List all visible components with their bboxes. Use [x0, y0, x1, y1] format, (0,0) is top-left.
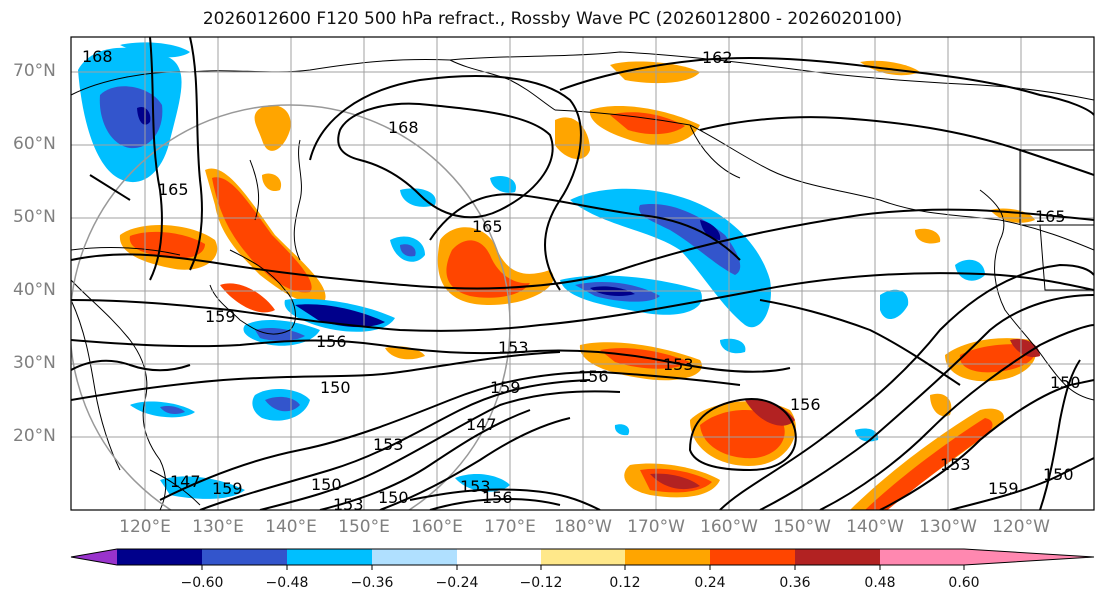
contour-label: 165 [472, 217, 503, 236]
colorbar-outline [70, 548, 1095, 566]
colorbar-swatch [625, 549, 710, 565]
colorbar-label: 0.12 [609, 575, 641, 591]
lat-label: 40°N [13, 280, 56, 300]
colorbar-swatch [287, 549, 372, 565]
lon-label: 130°W [919, 517, 977, 537]
colorbar-swatch [457, 549, 541, 565]
contour-label: 165 [158, 180, 189, 199]
contour-label: 153 [663, 355, 694, 374]
lon-label: 160°W [700, 517, 758, 537]
lon-label: 150°W [773, 517, 831, 537]
contour-label: 168 [388, 118, 419, 137]
colorbar-label: −0.24 [435, 575, 479, 591]
contour-label: 147 [466, 415, 497, 434]
circle-overlay [71, 104, 511, 510]
colorbar-label: 0.24 [694, 575, 726, 591]
colorbar-extend-left [71, 549, 117, 565]
lon-label: 120°W [992, 517, 1050, 537]
colorbar-label: 0.48 [864, 575, 896, 591]
contour-label: 150 [1050, 373, 1081, 392]
colorbar-label: 0.60 [948, 575, 980, 591]
contour-label: 159 [490, 378, 521, 397]
chart-title: 2026012600 F120 500 hPa refract., Rossby… [202, 9, 903, 29]
contour-label: 162 [702, 48, 733, 67]
lon-label: 150°E [338, 517, 390, 537]
lon-label: 170°E [484, 517, 536, 537]
contour-label: 156 [790, 395, 821, 414]
lat-label: 20°N [13, 426, 56, 446]
contour-label: 150 [378, 488, 409, 507]
contour-label: 153 [333, 495, 364, 514]
shading-layer [78, 42, 1040, 510]
lon-label: 120°E [119, 517, 171, 537]
lon-label: 140°W [846, 517, 904, 537]
colorbar-ticks [201, 565, 965, 570]
colorbar-label: −0.36 [350, 575, 394, 591]
colorbar-swatch [372, 549, 457, 565]
contour-label: 165 [1035, 207, 1066, 226]
lon-label: 170°W [627, 517, 685, 537]
contour-label: 159 [988, 479, 1019, 498]
map-frame [70, 36, 1095, 511]
contour-label: 159 [205, 307, 236, 326]
lat-label: 50°N [13, 207, 56, 227]
contour-label: 147 [170, 472, 201, 491]
colorbar-swatch [202, 549, 287, 565]
contour-label: 150 [320, 378, 351, 397]
contour-label: 153 [940, 455, 971, 474]
colorbar-label: −0.12 [519, 575, 563, 591]
colorbar-swatch [117, 549, 202, 565]
colorbar-swatch [710, 549, 795, 565]
colorbar-swatch [880, 549, 964, 565]
lat-label: 60°N [13, 134, 56, 154]
contour-label: 156 [482, 488, 513, 507]
contour-label: 156 [578, 367, 609, 386]
contour-labels: 168 162 168 165 165 165 159 156 153 153 … [82, 47, 1081, 514]
colorbar-label: −0.48 [265, 575, 309, 591]
lon-label: 130°E [192, 517, 244, 537]
contour-label: 153 [373, 435, 404, 454]
lon-label: 160°E [411, 517, 463, 537]
contour-label: 150 [311, 475, 342, 494]
contour-label: 150 [1043, 465, 1074, 484]
colorbar-label: −0.60 [180, 575, 224, 591]
lon-label: 140°E [265, 517, 317, 537]
colorbar-extend-right [964, 549, 1094, 565]
colorbar-swatch [541, 549, 625, 565]
colorbar-label: 0.36 [779, 575, 811, 591]
contours [71, 37, 1094, 510]
lon-label: 180°W [554, 517, 612, 537]
lat-label: 70°N [13, 61, 56, 81]
contour-label: 153 [460, 477, 491, 496]
lat-label: 30°N [13, 353, 56, 373]
contour-label: 168 [82, 47, 113, 66]
contour-label: 159 [212, 479, 243, 498]
colorbar-swatch [795, 549, 880, 565]
contour-label: 156 [316, 332, 347, 351]
contour-label: 153 [498, 338, 529, 357]
